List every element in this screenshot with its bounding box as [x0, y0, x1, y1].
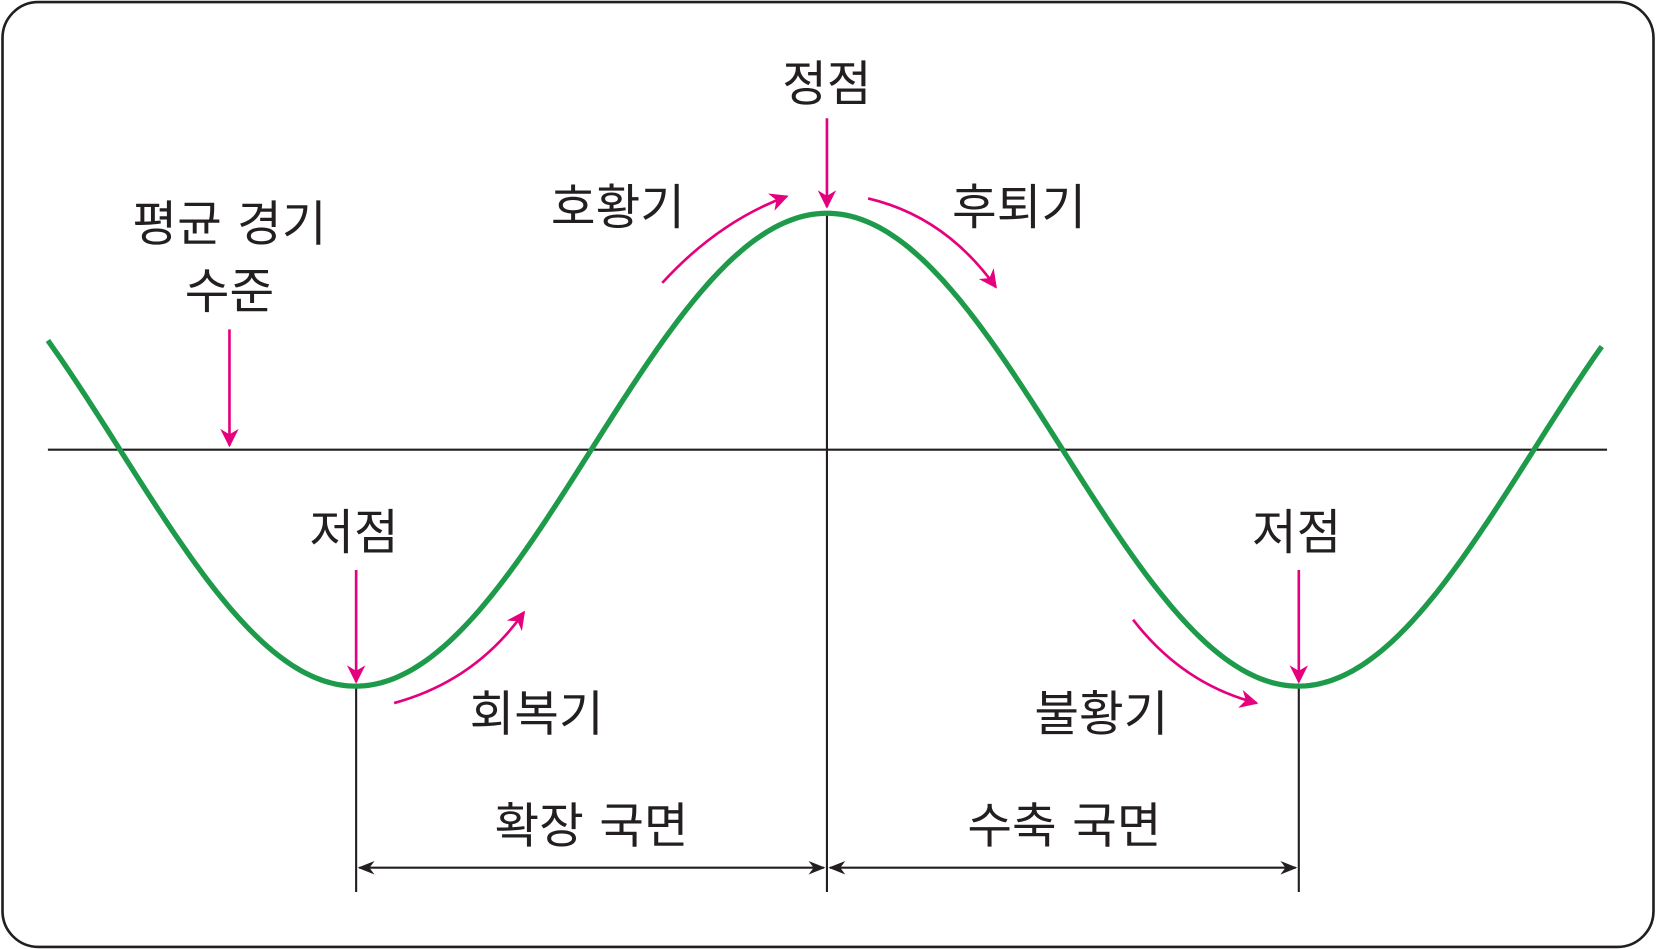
trough-left-label: 저점: [309, 505, 398, 561]
recession-arrow: [867, 197, 997, 289]
average-level-label-line1: 평균 경기: [132, 197, 326, 253]
peak-label: 정점: [782, 56, 871, 112]
recession-label: 후퇴기: [952, 180, 1086, 236]
expansion-phase-label: 확장 국면: [494, 798, 688, 854]
contraction-phase-label: 수축 국면: [967, 798, 1161, 854]
boom-label: 호황기: [551, 180, 685, 236]
business-cycle-curve: [45, 210, 1604, 689]
depression-arrow: [1132, 618, 1259, 708]
trough-right-label: 저점: [1252, 505, 1341, 561]
boom-arrow: [661, 193, 789, 284]
average-level-label-line2: 수준: [185, 264, 274, 320]
depression-label: 불황기: [1034, 686, 1168, 742]
recovery-arrow: [393, 610, 526, 705]
recovery-label: 회복기: [470, 686, 604, 742]
